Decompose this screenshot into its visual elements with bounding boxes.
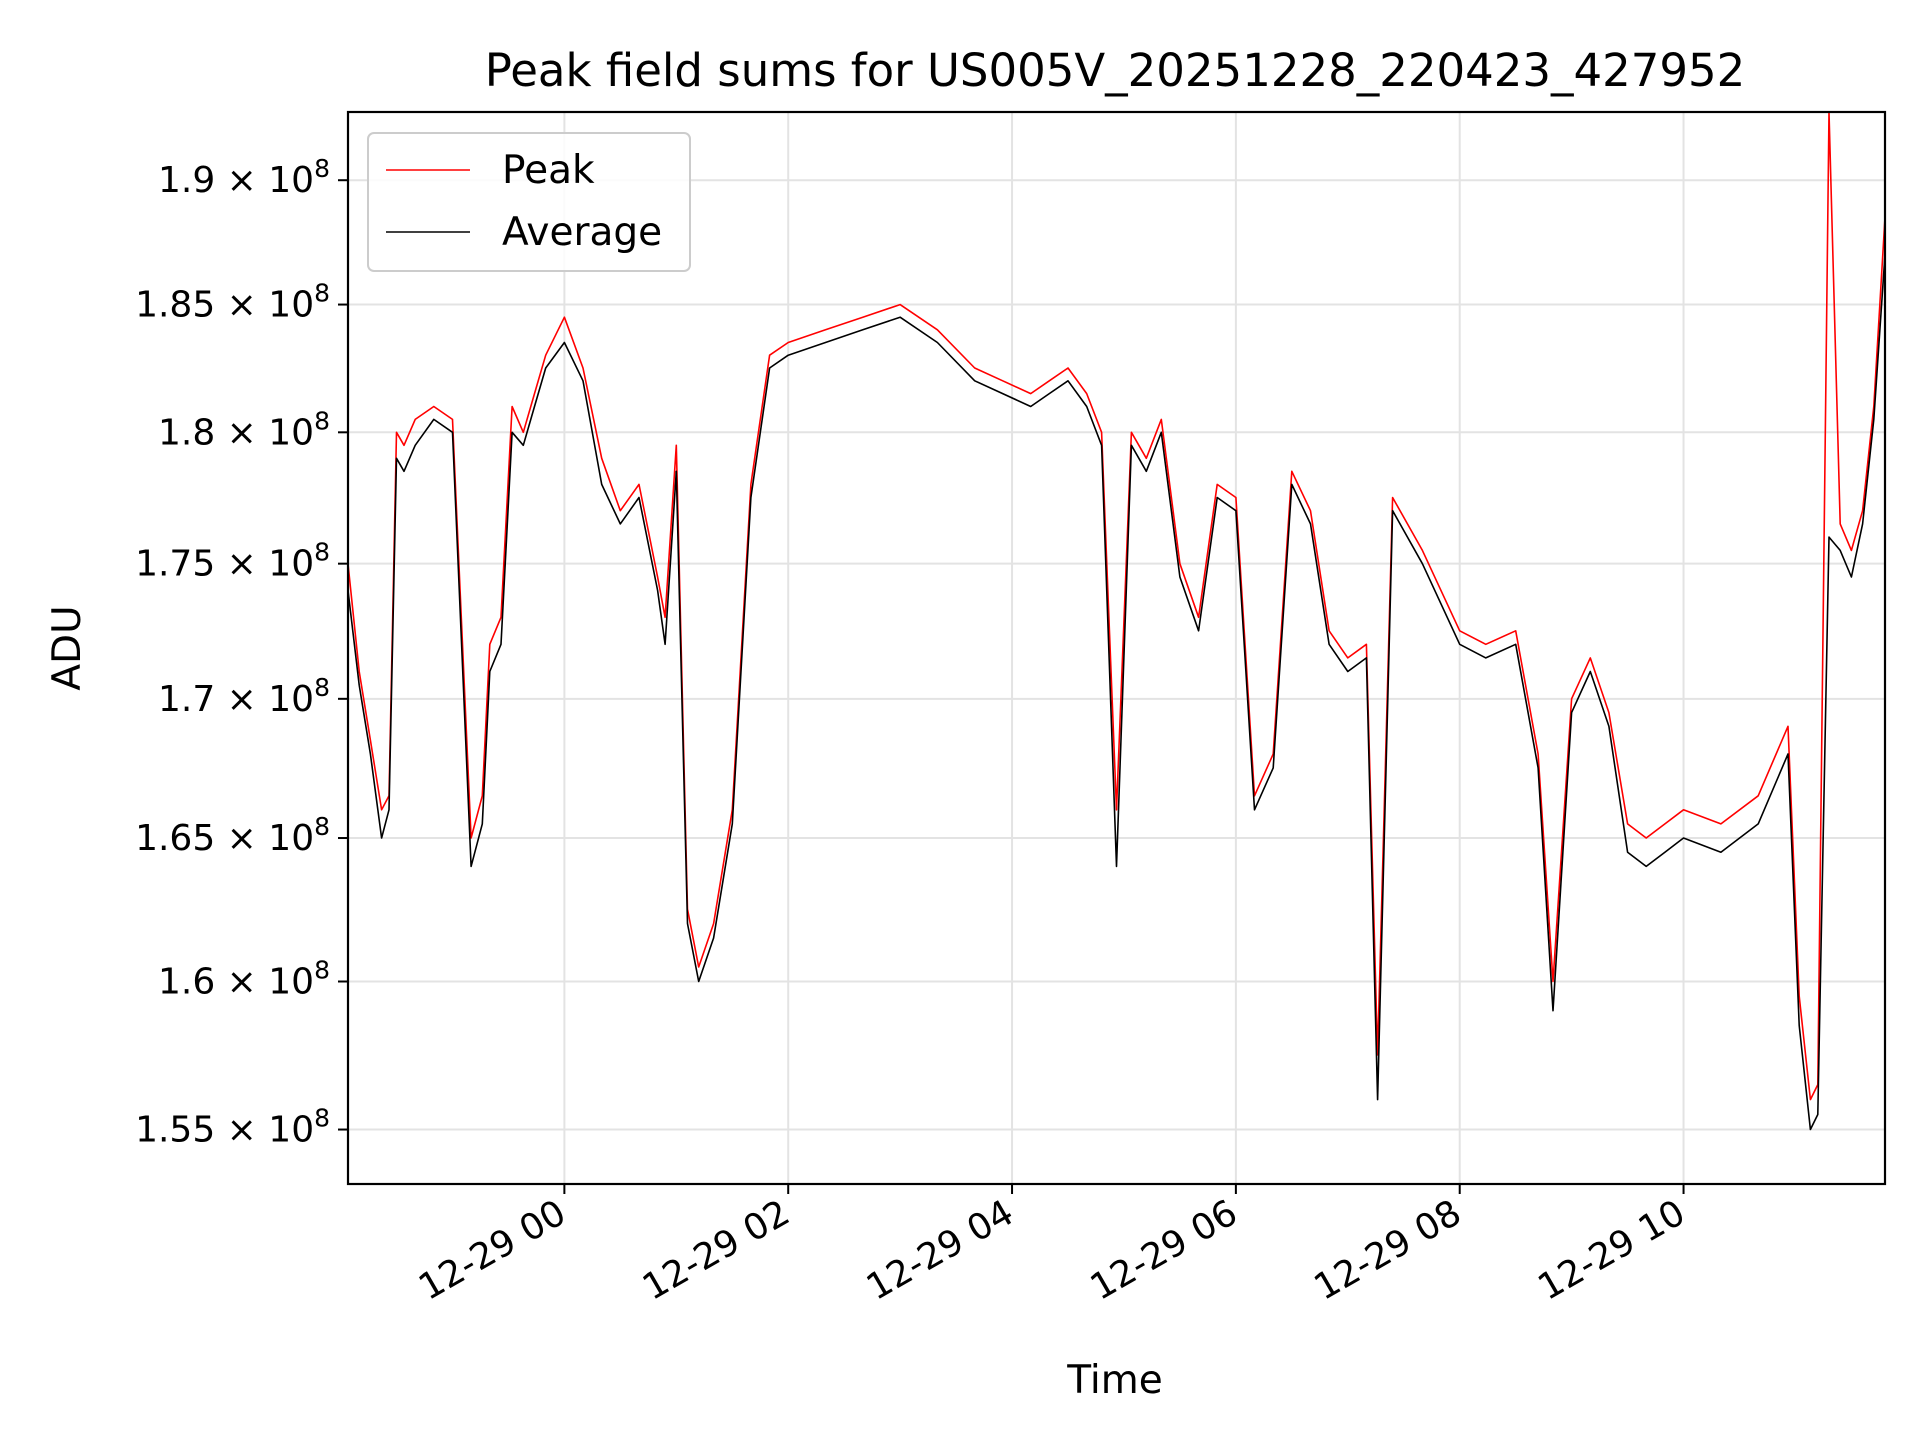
grid — [348, 112, 1885, 1184]
y-tick-label: 1.85 × 108 — [135, 279, 330, 326]
y-tick-label: 1.7 × 108 — [158, 673, 330, 720]
x-axis-label: Time — [1066, 1358, 1162, 1403]
plot-area — [347, 111, 1886, 1131]
series-line-average — [347, 254, 1886, 1131]
y-tick-label: 1.55 × 108 — [135, 1104, 330, 1151]
y-tick-label: 1.8 × 108 — [158, 406, 330, 453]
chart-title: Peak field sums for US005V_20251228_2204… — [485, 44, 1746, 97]
y-tick-label: 1.9 × 108 — [158, 154, 330, 201]
legend: Peak Average — [367, 132, 691, 272]
legend-label-average: Average — [502, 210, 662, 255]
legend-box — [367, 132, 691, 272]
y-axis-label: ADU — [45, 605, 90, 690]
y-tick-label: 1.65 × 108 — [135, 812, 330, 859]
axes-frame — [346, 110, 1887, 1186]
series-line-peak — [347, 111, 1886, 1101]
legend-label-peak: Peak — [502, 148, 595, 193]
y-tick-label: 1.6 × 108 — [158, 956, 330, 1003]
y-tick-label: 1.75 × 108 — [135, 538, 330, 585]
y-axis: 1.55 × 108 1.6 × 108 1.65 × 108 1.7 × 108 1.… — [135, 154, 348, 1151]
